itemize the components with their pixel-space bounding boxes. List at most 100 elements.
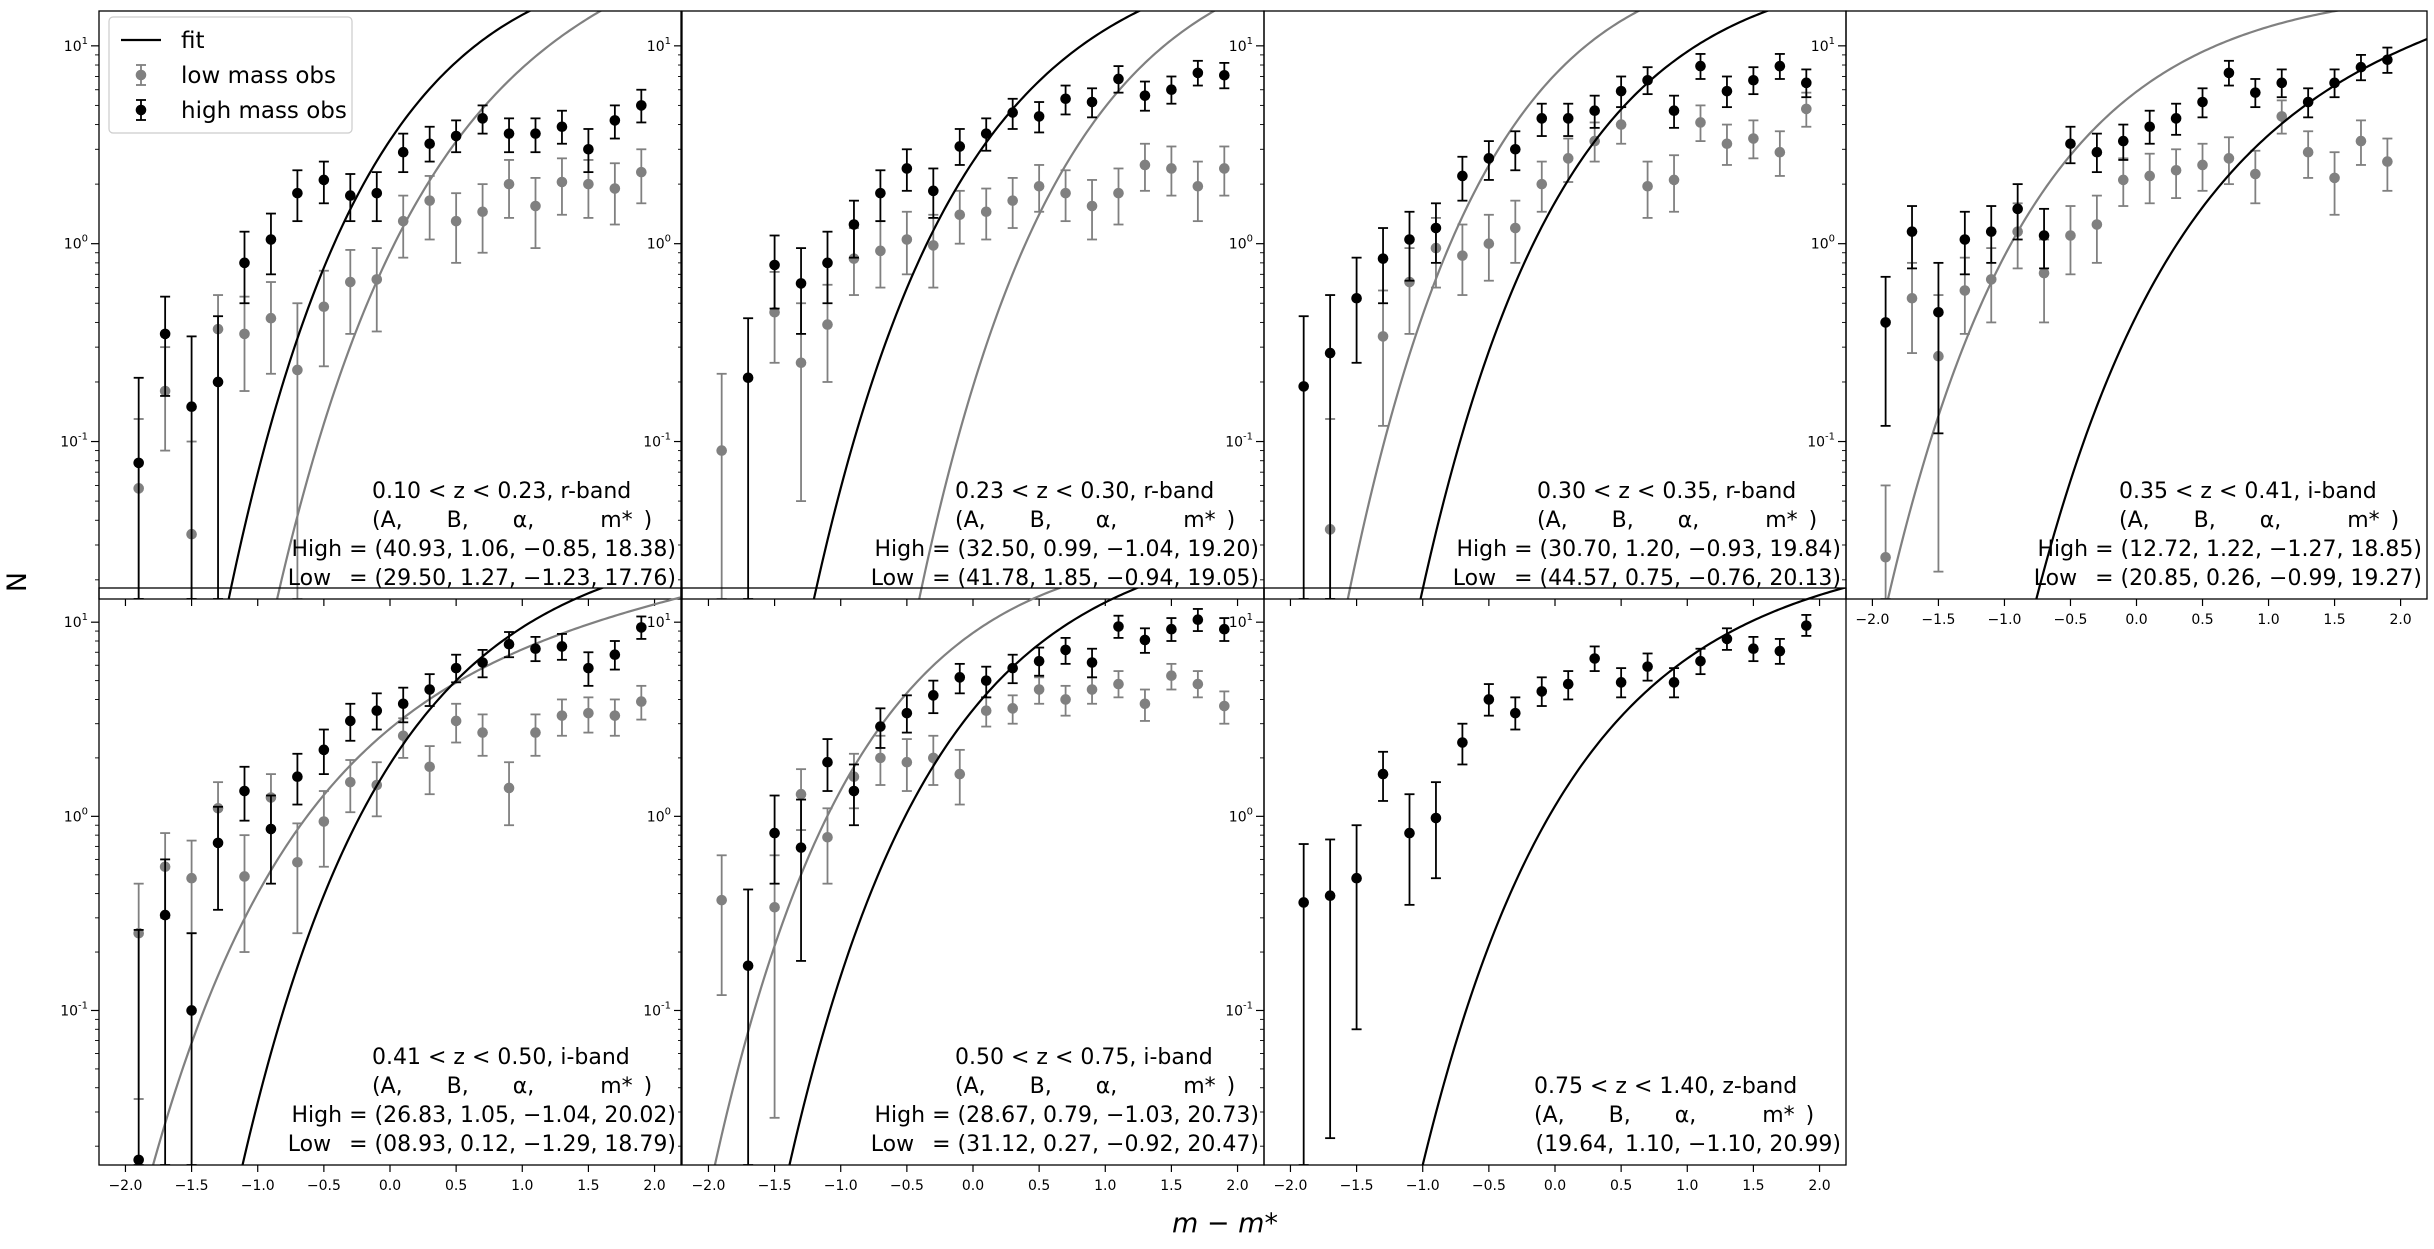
plot-area: [716, 11, 1230, 599]
data-point-high: [1801, 620, 1812, 631]
y-tick-exponent: 0: [665, 806, 671, 817]
data-point-high: [450, 662, 462, 674]
data-point-low: [186, 872, 197, 884]
data-point-low: [1404, 276, 1415, 288]
annotation-title: 0.75 < z < 1.40, z-band: [1534, 1074, 1797, 1099]
data-point-high: [1298, 381, 1309, 392]
annotation-row: Low = (41.78, 1.85, −0.94, 19.05): [871, 566, 1259, 591]
data-point-high: [1086, 657, 1098, 668]
fit-curve-low: [918, 11, 1217, 599]
y-tick-exponent: 1: [1829, 36, 1835, 47]
data-point-low: [822, 319, 833, 330]
data-point-high: [1324, 347, 1336, 359]
y-tick-exponent: -1: [78, 1000, 88, 1011]
y-tick-label: 10-1: [60, 1000, 88, 1019]
data-point-high: [1695, 655, 1706, 667]
data-point-high: [186, 401, 197, 412]
data-point-low: [795, 788, 807, 800]
legend-item: low mass obs: [135, 63, 336, 89]
legend-label: low mass obs: [181, 63, 336, 89]
data-point-high: [901, 707, 913, 719]
data-point-high: [928, 185, 939, 197]
x-tick-label: −0.5: [890, 1178, 924, 1194]
fit-curve-low: [1886, 11, 2342, 599]
data-point-low: [1086, 200, 1098, 212]
data-point-high: [2250, 87, 2261, 98]
data-point-low: [450, 215, 462, 227]
data-point-high: [1113, 73, 1124, 85]
data-point-low: [265, 312, 277, 324]
data-point-low: [609, 710, 621, 721]
data-point-high: [2382, 54, 2393, 66]
data-point-high: [609, 649, 621, 661]
y-tick-exponent: 0: [82, 806, 88, 817]
data-point-high: [1324, 890, 1336, 902]
data-point-low: [1536, 178, 1548, 190]
x-tick-label: 0.5: [1610, 1178, 1632, 1194]
data-point-high: [212, 376, 224, 388]
x-tick-label: 1.5: [2323, 612, 2345, 628]
data-point-high: [292, 187, 303, 199]
fit-curve-low: [1346, 11, 1641, 599]
data-point-low: [503, 178, 515, 190]
data-point-high: [1906, 226, 1918, 237]
x-tick-label: −0.5: [2053, 612, 2087, 628]
annotation-row: Low = (29.50, 1.27, −1.23, 17.76): [288, 566, 676, 591]
data-point-high: [1748, 643, 1759, 655]
data-point-high: [1060, 93, 1071, 105]
legend-item: high mass obs: [135, 98, 347, 124]
data-point-high: [848, 785, 860, 797]
data-point-high: [1959, 234, 1971, 245]
data-point-high: [371, 705, 383, 717]
annotation-header: (A, B, α, m* ): [2119, 508, 2399, 533]
data-point-low: [875, 245, 886, 257]
data-point-high: [1139, 90, 1151, 101]
data-point-low: [2091, 219, 2103, 230]
data-point-high: [371, 187, 383, 199]
data-point-high: [954, 672, 966, 683]
annotation-row: (19.64, 1.10, −1.10, 20.99): [1536, 1132, 1842, 1157]
data-point-high: [928, 690, 939, 701]
y-tick-exponent: 0: [1247, 806, 1253, 817]
data-point-low: [424, 195, 435, 206]
data-point-low: [1113, 678, 1124, 690]
data-point-high: [875, 721, 886, 732]
data-point-high: [1113, 621, 1124, 632]
data-point-high: [530, 643, 541, 655]
data-point-high: [1351, 872, 1362, 884]
panel-frame: [98, 10, 682, 600]
data-point-low: [345, 776, 356, 788]
annotation-row: Low = (20.85, 0.26, −0.99, 19.27): [2034, 566, 2422, 591]
annotation-title: 0.50 < z < 0.75, i-band: [955, 1045, 1213, 1070]
data-point-high: [2302, 96, 2314, 108]
data-point-high: [1536, 113, 1548, 124]
y-tick-exponent: -1: [661, 1000, 671, 1011]
data-point-low: [1060, 694, 1071, 705]
data-point-low: [1748, 133, 1759, 144]
data-point-low: [1377, 331, 1389, 342]
data-point-low: [716, 445, 727, 456]
data-point-high: [556, 121, 568, 133]
data-point-low: [954, 768, 966, 780]
data-point-high: [1404, 234, 1415, 245]
data-point-high: [2276, 77, 2288, 89]
y-tick-label: 101: [64, 36, 88, 55]
y-tick-label: 100: [64, 806, 88, 825]
data-point-high: [318, 744, 330, 756]
data-point-high: [1510, 143, 1521, 155]
legend-label: fit: [181, 28, 205, 54]
data-point-low: [1086, 684, 1098, 695]
x-tick-label: −1.5: [1921, 612, 1955, 628]
data-point-high: [795, 278, 807, 289]
y-tick-exponent: 1: [1247, 612, 1253, 623]
data-point-low: [318, 301, 330, 313]
data-point-high: [954, 141, 966, 152]
data-point-low: [239, 871, 250, 882]
data-point-high: [397, 698, 409, 710]
data-point-high: [1192, 67, 1204, 79]
fit-curve-high: [812, 11, 1142, 599]
data-point-high: [848, 219, 860, 230]
